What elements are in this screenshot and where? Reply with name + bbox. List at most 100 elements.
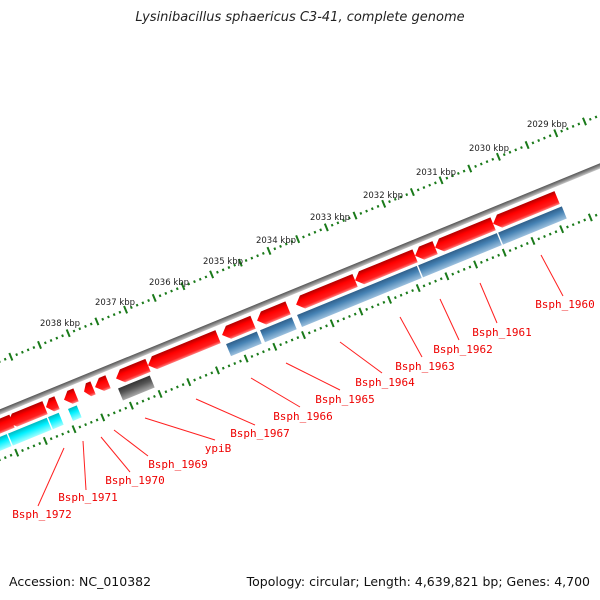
minor-tick [78, 327, 82, 331]
gene-other[interactable] [118, 375, 155, 401]
minor-tick [262, 350, 265, 354]
forward-gene[interactable] [254, 301, 291, 327]
forward-gene[interactable] [412, 241, 438, 262]
forward-gene[interactable] [61, 388, 79, 406]
minor-tick [468, 265, 472, 269]
forward-gene[interactable] [43, 396, 60, 413]
minor-tick [21, 449, 24, 453]
minor-tick [193, 280, 196, 284]
minor-tick [290, 240, 294, 244]
gene-label[interactable]: Bsph_1961 [472, 326, 532, 339]
minor-tick [554, 230, 558, 234]
forward-gene[interactable] [0, 414, 15, 437]
minor-tick [204, 373, 208, 377]
gene-label[interactable]: Bsph_1972 [12, 508, 72, 521]
gene-label[interactable]: Bsph_1969 [148, 458, 208, 471]
gene-labels: Bsph_1960 Bsph_1961 Bsph_1962 Bsph_1963 … [12, 298, 595, 521]
minor-tick [594, 115, 598, 119]
forward-gene[interactable] [113, 358, 151, 385]
forward-gene[interactable] [81, 381, 96, 398]
minor-tick [32, 346, 36, 350]
gene-label[interactable]: Bsph_1966 [273, 410, 333, 423]
minor-tick [49, 338, 53, 342]
gene-label[interactable]: Bsph_1964 [355, 376, 415, 389]
minor-tick [181, 383, 185, 387]
reverse-gene[interactable] [8, 417, 52, 446]
gene-label[interactable]: Bsph_1962 [433, 343, 493, 356]
minor-tick [221, 366, 225, 370]
forward-gene[interactable] [490, 191, 560, 230]
reverse-gene[interactable] [297, 265, 422, 328]
minor-tick [233, 362, 237, 365]
minor-tick [325, 324, 328, 328]
minor-tick [365, 307, 369, 311]
gene-label-leaders [37, 254, 564, 507]
minor-tick [336, 221, 340, 225]
minor-tick [261, 251, 265, 255]
gene-label[interactable]: Bsph_1960 [535, 298, 595, 311]
minor-tick [428, 282, 432, 285]
forward-gene[interactable] [219, 315, 256, 342]
reverse-gene[interactable] [418, 233, 502, 278]
minor-tick [221, 268, 225, 272]
genome-backbone [0, 121, 600, 430]
gene-label[interactable]: Bsph_1963 [395, 360, 455, 373]
reverse-gene[interactable] [226, 331, 262, 357]
forward-gene[interactable] [352, 249, 418, 287]
minor-tick [399, 195, 403, 199]
minor-tick [187, 282, 191, 286]
minor-tick [112, 411, 116, 415]
minor-tick [405, 291, 409, 295]
map-title: Lysinibacillus sphaericus C3-41, complet… [135, 10, 465, 25]
minor-tick [290, 338, 294, 342]
minor-tick [175, 287, 179, 291]
major-tick [151, 293, 157, 303]
minor-tick [170, 387, 174, 391]
minor-tick [95, 418, 99, 422]
forward-gene[interactable] [293, 273, 358, 311]
gene-label[interactable]: Bsph_1971 [58, 491, 118, 504]
gene-label[interactable]: Bsph_1965 [315, 393, 375, 406]
minor-tick [491, 157, 495, 161]
major-tick [530, 236, 536, 246]
forward-gene[interactable] [92, 375, 111, 393]
major-tick [329, 319, 335, 328]
minor-tick [336, 319, 340, 323]
minor-tick [307, 331, 311, 335]
minor-tick [61, 432, 65, 436]
reverse-gene[interactable] [68, 405, 82, 421]
forward-gene[interactable] [5, 401, 48, 429]
minor-tick [508, 249, 512, 253]
minor-tick [38, 441, 42, 445]
minor-tick [451, 272, 455, 276]
minor-tick [371, 305, 374, 309]
reverse-gene[interactable] [0, 434, 12, 454]
minor-tick [3, 357, 7, 361]
forward-gene[interactable] [432, 217, 496, 254]
gene-label[interactable]: ypiB [205, 442, 232, 455]
minor-tick [342, 218, 346, 222]
minor-tick [153, 394, 156, 398]
minor-tick [78, 425, 82, 429]
major-tick [444, 272, 450, 281]
forward-gene[interactable] [145, 330, 221, 372]
reverse-gene[interactable] [498, 206, 567, 245]
gene-label[interactable]: Bsph_1970 [105, 474, 165, 487]
tick-label: 2032 kbp [363, 191, 403, 201]
minor-tick [348, 314, 351, 318]
minor-tick [84, 423, 87, 427]
major-tick [295, 235, 301, 244]
tick-track-upper [0, 115, 598, 364]
major-tick [186, 378, 192, 387]
minor-tick [3, 456, 7, 460]
minor-tick [474, 164, 477, 168]
reverse-gene[interactable] [48, 412, 64, 430]
gene-label[interactable]: Bsph_1967 [230, 427, 290, 440]
minor-tick [164, 291, 168, 295]
minor-tick [543, 234, 546, 238]
minor-tick [319, 326, 323, 330]
tick-label: 2029 kbp [527, 120, 567, 130]
reverse-gene[interactable] [260, 317, 297, 343]
major-tick [352, 211, 358, 220]
minor-tick [353, 312, 357, 316]
